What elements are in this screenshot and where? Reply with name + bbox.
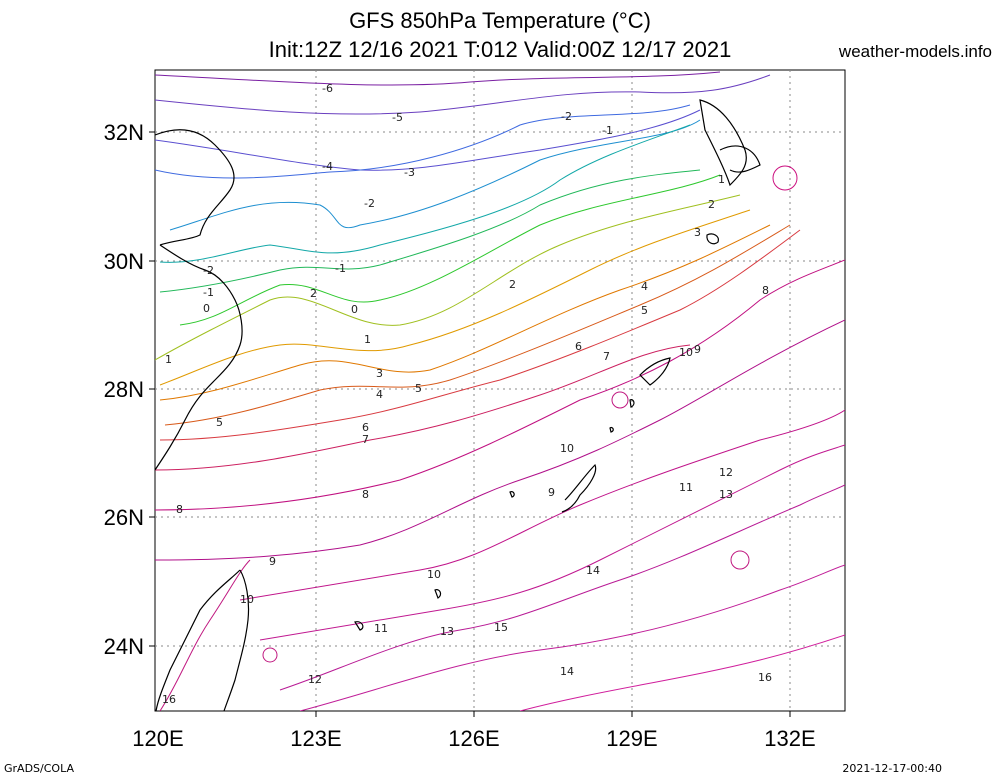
contour-label: 8 xyxy=(362,488,369,501)
contour-label: 3 xyxy=(694,226,701,239)
contour-label: 14 xyxy=(560,665,574,678)
contour-label: -1 xyxy=(602,124,613,137)
contour-label: 9 xyxy=(269,555,276,568)
lon-tick-label: 129E xyxy=(606,726,657,751)
coastlines xyxy=(155,99,761,711)
footer-timestamp: 2021-12-17-00:40 xyxy=(842,762,942,775)
contour-label: 2 xyxy=(509,278,516,291)
contour-label: 2 xyxy=(708,198,715,211)
contour-label: -3 xyxy=(404,166,415,179)
lon-tick-label: 132E xyxy=(764,726,815,751)
contour-label: 10 xyxy=(240,593,254,606)
contour-label: -1 xyxy=(203,286,214,299)
contour-label: 2 xyxy=(310,287,317,300)
contour-label: 1 xyxy=(718,173,725,186)
tick-marks xyxy=(149,131,791,717)
contour-label: 3 xyxy=(376,367,383,380)
contour-label: 9 xyxy=(694,343,701,356)
longitude-labels: 120E 123E 126E 129E 132E xyxy=(132,726,815,751)
lat-tick-label: 24N xyxy=(104,634,144,659)
map-subtitle: Init:12Z 12/16 2021 T:012 Valid:00Z 12/1… xyxy=(268,37,732,62)
contour-labels: -6 -5 -4 -3 -2 -2 -2 -1 -1 -1 0 0 1 1 1 … xyxy=(162,82,772,706)
contour-label: 14 xyxy=(586,564,600,577)
contour-label: 9 xyxy=(548,486,555,499)
contour-label: -6 xyxy=(322,82,333,95)
contour-label: 12 xyxy=(308,673,322,686)
contour-label: 1 xyxy=(165,353,172,366)
contour-label: 11 xyxy=(679,481,693,494)
contour-label: 8 xyxy=(176,503,183,516)
contour-label: 0 xyxy=(203,302,210,315)
plot-frame xyxy=(154,69,846,712)
contour-label: 10 xyxy=(560,442,574,455)
contour-label: 13 xyxy=(440,625,454,638)
contour-label: 5 xyxy=(641,304,648,317)
contour-label: 8 xyxy=(762,284,769,297)
contour-label: -5 xyxy=(392,111,403,124)
lat-tick-label: 32N xyxy=(104,120,144,145)
contour-label: 11 xyxy=(374,622,388,635)
lon-tick-label: 120E xyxy=(132,726,183,751)
contour-label: -1 xyxy=(335,262,346,275)
contour-label: 16 xyxy=(162,693,176,706)
contour-label: -4 xyxy=(322,160,333,173)
contour-label: -2 xyxy=(561,110,572,123)
contour-label: 4 xyxy=(641,280,648,293)
contour-label: 4 xyxy=(376,388,383,401)
latitude-labels: 24N 26N 28N 30N 32N xyxy=(104,120,144,659)
lon-tick-label: 126E xyxy=(448,726,499,751)
map-title: GFS 850hPa Temperature (°C) xyxy=(349,8,651,33)
contour-label: 7 xyxy=(603,350,610,363)
contour-label: 1 xyxy=(364,333,371,346)
contour-label: -2 xyxy=(203,264,214,277)
contour-label: 10 xyxy=(427,568,441,581)
footer-software: GrADS/COLA xyxy=(4,762,74,775)
contour-label: -2 xyxy=(364,197,375,210)
contour-label: 7 xyxy=(362,433,369,446)
contour-label: 5 xyxy=(415,382,422,395)
contour-label: 6 xyxy=(575,340,582,353)
site-credit: weather-models.info xyxy=(838,42,992,61)
lon-tick-label: 123E xyxy=(290,726,341,751)
contour-label: 6 xyxy=(362,421,369,434)
contour-label: 15 xyxy=(494,621,508,634)
lat-tick-label: 28N xyxy=(104,377,144,402)
contour-label: 12 xyxy=(719,466,733,479)
contour-label: 0 xyxy=(351,303,358,316)
lat-tick-label: 30N xyxy=(104,249,144,274)
contour-label: 10 xyxy=(679,346,693,359)
contour-lines xyxy=(155,71,845,711)
contour-label: 16 xyxy=(758,671,772,684)
contour-label: 5 xyxy=(216,416,223,429)
lat-tick-label: 26N xyxy=(104,505,144,530)
contour-label: 13 xyxy=(719,488,733,501)
